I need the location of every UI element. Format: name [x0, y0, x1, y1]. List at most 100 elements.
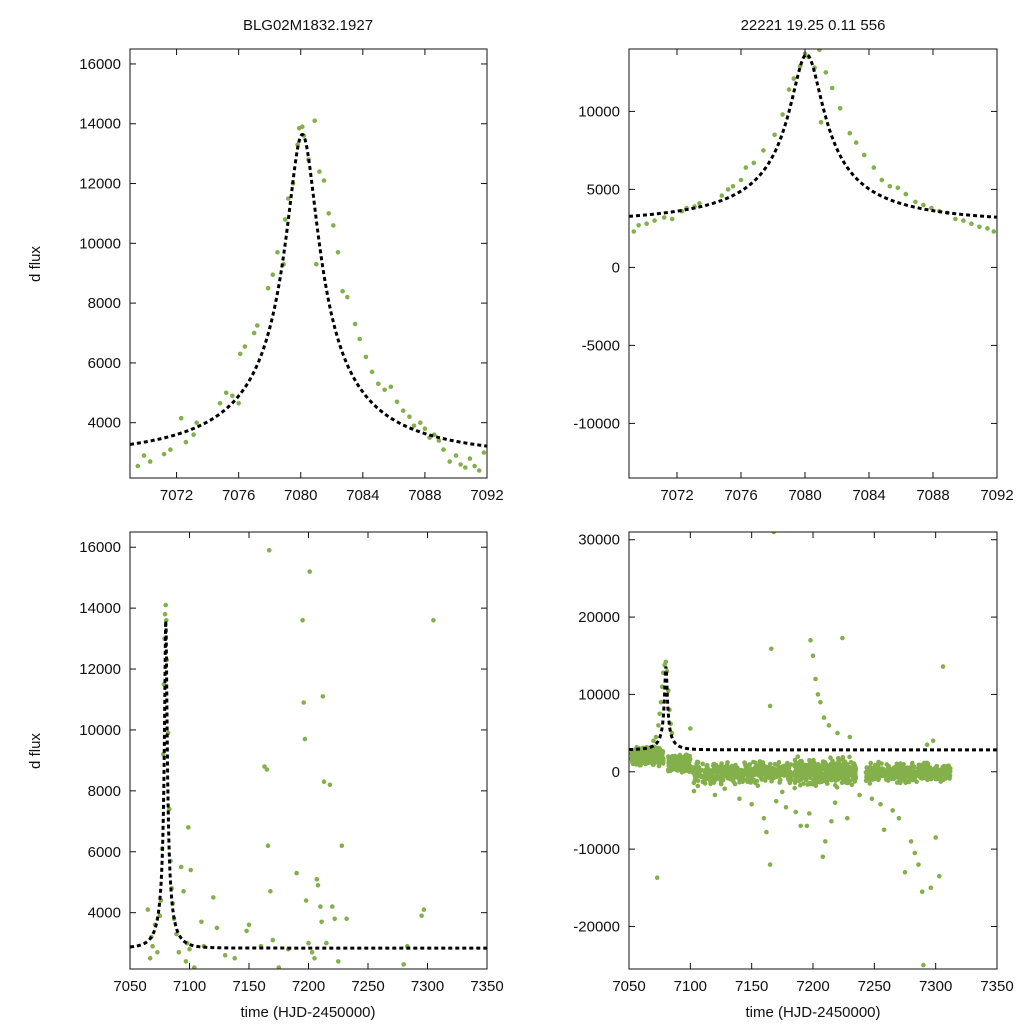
- data-point: [771, 775, 777, 781]
- data-point: [786, 87, 792, 92]
- data-point: [335, 250, 341, 255]
- data-point: [382, 387, 387, 393]
- data-point: [940, 764, 946, 770]
- data-point: [431, 618, 436, 623]
- x-tick-label: 7084: [852, 487, 885, 504]
- data-point: [167, 806, 172, 812]
- data-point: [268, 889, 273, 894]
- data-point: [831, 771, 837, 777]
- data-point: [823, 70, 829, 75]
- data-point: [841, 778, 846, 784]
- data-point: [941, 772, 946, 778]
- data-point: [230, 393, 235, 399]
- x-tick-label: 7076: [222, 487, 255, 504]
- data-point: [339, 843, 345, 848]
- data-point: [751, 160, 757, 166]
- data-point: [825, 774, 831, 779]
- data-point: [953, 216, 958, 222]
- data-point: [663, 659, 669, 665]
- x-tick-label: 7250: [858, 978, 891, 995]
- data-point: [183, 959, 189, 964]
- panel-bottom-left: 7050 7100 7150 7200 7250 7300 7350 4000 6000 8000…: [79, 531, 504, 995]
- data-point: [847, 130, 853, 136]
- data-point: [164, 618, 169, 623]
- data-point: [893, 772, 899, 778]
- data-point: [697, 771, 702, 776]
- data-point: [852, 769, 858, 775]
- data-point: [652, 753, 657, 758]
- data-point: [332, 916, 338, 922]
- data-point: [324, 940, 329, 946]
- data-point: [902, 870, 908, 875]
- data-point: [755, 783, 761, 788]
- data-point: [757, 759, 763, 764]
- data-point: [264, 767, 270, 772]
- model-curve-bottom-left: [130, 620, 487, 950]
- data-point: [638, 756, 644, 762]
- data-point: [826, 723, 832, 728]
- data-point: [314, 876, 320, 882]
- data-point: [887, 184, 893, 189]
- data-point: [748, 771, 754, 776]
- ylabel-top-left: d flux: [27, 246, 44, 282]
- data-point: [400, 408, 406, 414]
- data-point: [463, 465, 468, 470]
- data-point: [833, 783, 838, 788]
- data-point: [788, 769, 793, 775]
- data-point: [803, 773, 808, 778]
- data-point: [908, 777, 913, 783]
- data-point: [244, 928, 249, 934]
- data-point: [178, 415, 184, 421]
- data-points-top-right: [631, 49, 997, 234]
- data-point: [631, 229, 637, 234]
- data-point: [807, 811, 812, 816]
- data-point: [771, 532, 776, 535]
- x-tick-label: 7100: [674, 978, 707, 995]
- data-point: [742, 761, 748, 767]
- data-point: [320, 694, 326, 699]
- data-point: [630, 751, 635, 756]
- data-point: [921, 202, 926, 208]
- data-point: [654, 875, 660, 880]
- y-tick-label: -5000: [582, 337, 620, 354]
- data-point: [829, 85, 835, 91]
- data-point: [835, 777, 841, 782]
- data-point: [636, 751, 641, 756]
- data-point: [853, 140, 859, 145]
- data-point: [667, 755, 673, 760]
- data-point: [920, 770, 925, 776]
- data-point: [813, 764, 819, 770]
- data-point: [737, 796, 742, 802]
- panel-bottom-right: 7050 7100 7150 7200 7250 7300 7350 -20000 -10000…: [573, 531, 1014, 995]
- data-point: [336, 959, 341, 964]
- data-point: [703, 776, 708, 782]
- data-point: [162, 611, 168, 617]
- y-tick-label: 10000: [79, 235, 121, 252]
- ylabel-bottom-left: d flux: [27, 733, 44, 769]
- data-point: [699, 768, 705, 773]
- data-point: [818, 120, 824, 125]
- data-point: [828, 755, 833, 760]
- data-point: [793, 776, 798, 781]
- y-tick-label: 10000: [578, 103, 620, 120]
- data-point: [793, 809, 799, 815]
- data-point: [735, 768, 740, 773]
- data-point: [789, 777, 794, 783]
- data-point: [441, 447, 446, 452]
- data-point: [222, 953, 228, 958]
- data-point: [357, 336, 363, 342]
- data-point: [807, 758, 812, 763]
- data-point: [761, 148, 766, 153]
- data-point: [340, 288, 345, 294]
- data-point: [319, 919, 324, 925]
- y-tick-label: 6000: [88, 844, 121, 861]
- x-tick-label: 7300: [411, 978, 444, 995]
- data-point: [242, 344, 248, 349]
- data-point: [301, 700, 307, 705]
- data-point: [710, 770, 716, 775]
- data-point: [651, 738, 656, 744]
- data-point: [816, 770, 822, 775]
- data-point: [759, 765, 765, 770]
- y-tick-label: 8000: [88, 295, 121, 312]
- data-point: [436, 438, 442, 443]
